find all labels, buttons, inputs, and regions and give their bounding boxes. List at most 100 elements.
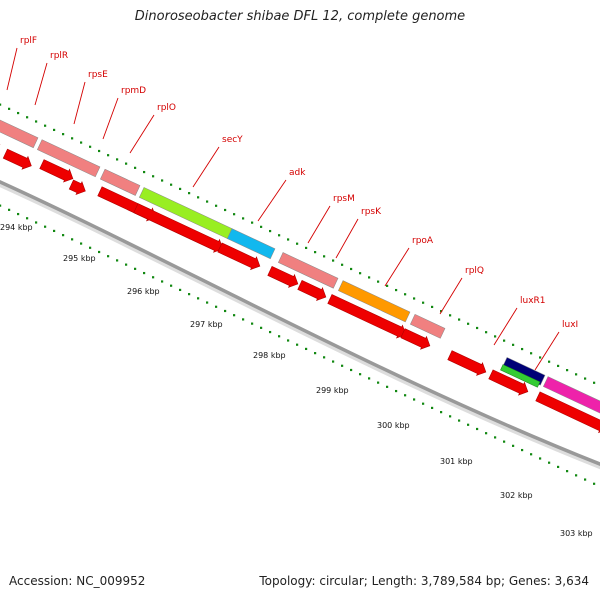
scale-dot [98,250,101,254]
scale-dot [476,427,479,431]
scale-dot [125,162,128,165]
scale-dot [80,141,83,144]
scale-dot [233,213,236,216]
label-leader-line [192,146,220,188]
scale-dot [332,259,335,262]
label-leader-line [129,114,155,154]
scale-dot [584,478,587,481]
scale-dot [521,448,524,452]
scale-dot [530,453,533,456]
scale-dot [503,440,506,443]
scale-dot [224,309,227,313]
gene-arrow-shape [267,265,299,288]
scale-dot [8,107,11,110]
gene-label-rpsm: rpsM [333,194,355,204]
kbp-tick-label: 302 kbp [500,491,533,500]
scale-dot [539,356,542,359]
gene-arrow [535,391,600,434]
scale-dot [422,402,425,405]
scale-dot [548,360,551,363]
label-leader-line [439,277,463,315]
gene-arrow [447,350,487,376]
gene-label-adk: adk [289,168,306,178]
gene-label-luxi: luxI [562,320,578,330]
gene-arrow-shape [217,242,261,271]
scale-dot [53,229,56,233]
gene-label-rpse: rpsE [88,70,108,80]
scale-dot [287,339,290,342]
scale-dot [350,368,353,372]
scale-dot [26,217,29,220]
scale-dot [413,297,416,300]
label-leader-line [335,218,359,259]
scale-dot [98,149,101,153]
kbp-tick-label: 301 kbp [440,457,473,466]
scale-dot [89,145,92,148]
gene-label-rpsk: rpsK [361,207,382,217]
gene-arrow-shape [2,148,32,170]
scale-dot [332,360,335,363]
scale-dot [530,352,533,355]
scale-dot [557,465,560,469]
gene-label-rplr: rplR [50,51,68,61]
label-leader-line [102,97,119,140]
scale-dot [143,271,146,275]
gene-label-rplo: rplO [157,103,176,113]
scale-dot [71,238,74,241]
scale-dot [188,192,191,195]
scale-dot [359,373,362,376]
scale-dot [566,470,569,473]
scale-dot [0,103,2,106]
scale-dot [395,389,398,393]
gene-arrow [39,159,74,183]
scale-dot [269,229,272,233]
scale-dot [323,356,326,359]
label-leader-line [34,62,48,106]
gene-label-rpmd: rpmD [121,86,146,96]
scale-dot [89,246,92,249]
scale-dot [161,179,164,182]
scale-dot [206,301,209,304]
scale-dot [125,263,128,266]
scale-dot [314,251,317,254]
gene-arrow [400,328,431,350]
gene-label-rplf: rplF [20,36,37,46]
scale-dot [188,293,191,296]
kbp-tick-label: 300 kbp [377,421,410,430]
genome-summary: Topology: circular; Length: 3,789,584 bp… [259,574,589,588]
scale-dot [107,255,110,258]
scale-dot [215,305,218,308]
scale-dot [287,238,290,241]
gene-arrow [297,280,327,302]
scale-dot [350,267,353,271]
kbp-tick-label: 303 kbp [560,529,593,538]
scale-dot [377,280,380,283]
scale-dot [278,335,281,338]
scale-dot [296,343,299,346]
gene-label-rpoa: rpoA [412,236,434,246]
kbp-tick-label: 297 kbp [190,320,223,329]
scale-dot [0,204,2,207]
genome-backbone [0,180,600,466]
scale-dot [431,406,434,410]
scale-dot [179,187,182,191]
kbp-tick-label: 294 kbp [0,223,33,232]
scale-dot [161,280,164,283]
gene-arrow [68,179,86,196]
scale-dot [521,347,524,351]
scale-dot [44,225,47,228]
gene-arrow-shape [535,391,600,434]
label-leader-line [6,47,18,91]
scale-dot [35,120,38,123]
scale-dot [449,415,452,418]
kbp-tick-label: 295 kbp [63,254,96,263]
feature-bar [100,168,141,196]
scale-dot [233,314,236,317]
scale-dot [503,339,506,342]
scale-dot [152,276,155,279]
scale-dot [314,352,317,355]
label-leader-line [73,81,86,125]
scale-dot [341,263,344,266]
scale-dot [476,326,479,330]
